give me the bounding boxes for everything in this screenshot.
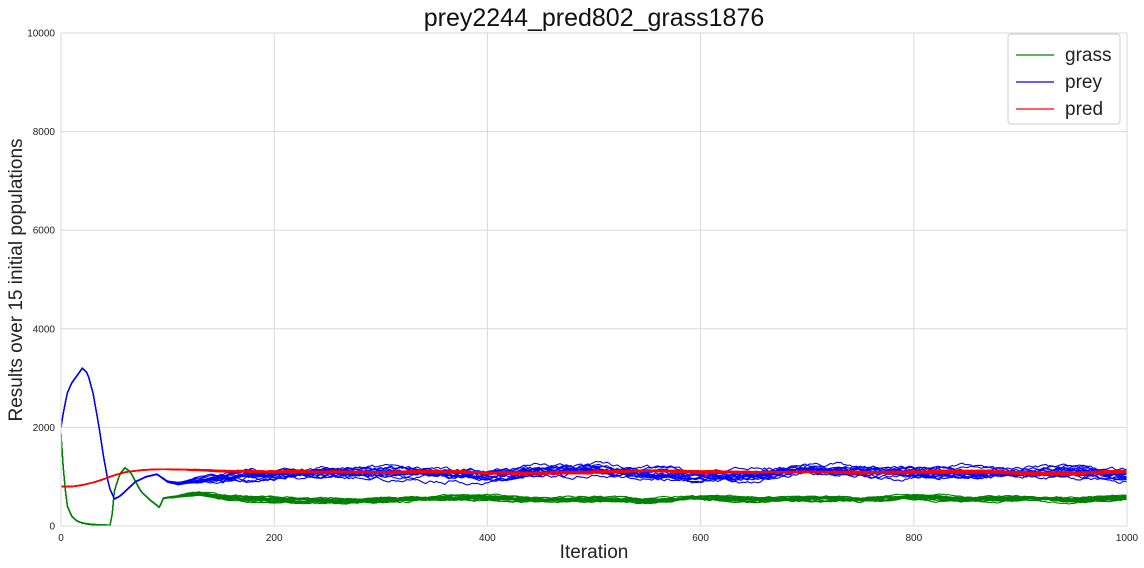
series-prey (60, 367, 1128, 500)
x-tick-label: 800 (905, 533, 922, 544)
prey-run-line (60, 367, 1128, 500)
y-tick-label: 10000 (27, 29, 55, 40)
x-tick-label: 200 (266, 533, 283, 544)
grid (60, 32, 1128, 527)
prey-run-line (60, 367, 1128, 500)
legend-label-grass: grass (1065, 45, 1111, 66)
x-axis-title: Iteration (560, 542, 629, 563)
legend-box (1007, 33, 1121, 125)
x-tick-label: 400 (479, 533, 496, 544)
grass-run-line (60, 433, 1128, 526)
prey-run-line (60, 367, 1128, 500)
series-pred (60, 468, 1128, 488)
grass-run-line (60, 433, 1127, 526)
pred-run-line (60, 468, 1128, 488)
x-tick-label: 1000 (1116, 533, 1139, 544)
y-tick-label: 8000 (33, 127, 56, 138)
chart-title: prey2244_pred802_grass1876 (424, 4, 765, 32)
y-axis-title: Results over 15 initial populations (6, 138, 27, 421)
y-tick-label: 0 (49, 522, 55, 533)
y-tick-label: 4000 (33, 324, 56, 335)
legend-label-prey: prey (1065, 72, 1102, 93)
y-tick-label: 2000 (33, 423, 56, 434)
x-tick-label: 0 (58, 533, 64, 544)
y-tick-label: 6000 (33, 226, 56, 237)
legend: grass prey pred (1007, 33, 1121, 125)
grass-run-line (60, 433, 1128, 527)
series-grass (60, 433, 1128, 527)
plot-frame (60, 32, 1128, 527)
x-tick-label: 600 (692, 533, 709, 544)
legend-label-pred: pred (1065, 99, 1103, 120)
series-lines (60, 367, 1128, 527)
